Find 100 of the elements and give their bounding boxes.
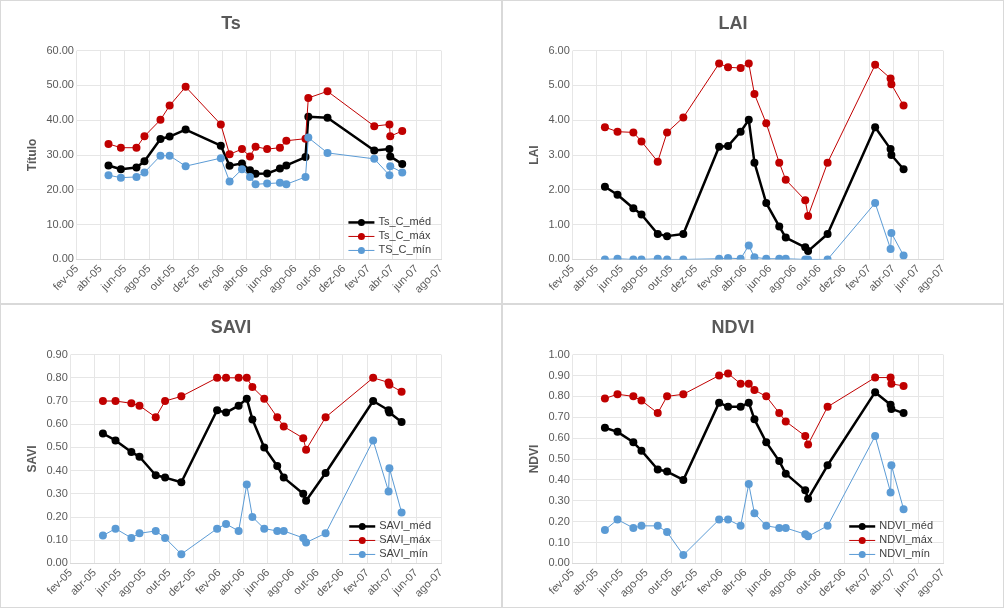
point [213, 373, 222, 382]
point [775, 409, 784, 418]
y-tick-label: 2.00 [548, 182, 570, 195]
legend-label: TS_C_mín [378, 243, 431, 256]
point [140, 168, 149, 177]
point [613, 127, 622, 136]
point [629, 204, 638, 213]
point [151, 413, 160, 422]
point [750, 509, 759, 518]
legend-label: SAVI_mín [379, 547, 428, 560]
point [871, 373, 880, 382]
y-tick-label: 1.00 [548, 217, 570, 230]
point [736, 402, 745, 411]
point [156, 135, 165, 144]
point [251, 169, 260, 178]
point [724, 369, 733, 378]
point [823, 230, 832, 239]
point [637, 396, 646, 405]
point [744, 59, 753, 68]
point [653, 409, 662, 418]
y-tick-label: 0.10 [548, 535, 570, 548]
point [225, 161, 234, 170]
point [369, 373, 378, 382]
point [260, 524, 269, 533]
point [234, 526, 243, 535]
point [282, 136, 291, 145]
point [679, 475, 688, 484]
point [804, 247, 813, 256]
point [398, 168, 407, 177]
point [111, 436, 120, 445]
point [323, 148, 332, 157]
point [397, 417, 406, 426]
y-tick-label: 0.80 [46, 370, 68, 383]
point [98, 397, 107, 406]
legend-label: Ts_C_méd [378, 215, 431, 228]
point [775, 222, 784, 231]
point [275, 178, 284, 187]
point [151, 526, 160, 535]
y-tick-label: 60.00 [46, 43, 74, 56]
point [370, 154, 379, 163]
point [663, 128, 672, 137]
point [135, 401, 144, 410]
point [629, 392, 638, 401]
point [386, 152, 395, 161]
y-tick-label: 0.10 [46, 533, 68, 546]
point [216, 120, 225, 129]
point [98, 531, 107, 540]
point [140, 157, 149, 166]
point [177, 392, 186, 401]
point [637, 446, 646, 455]
point [762, 392, 771, 401]
point [750, 90, 759, 99]
point [724, 402, 733, 411]
point [762, 521, 771, 530]
point [111, 524, 120, 533]
point [629, 523, 638, 532]
point [887, 80, 896, 89]
point [161, 397, 170, 406]
point [116, 173, 125, 182]
y-tick-label: 0.20 [548, 514, 570, 527]
point [899, 381, 908, 390]
point [886, 245, 895, 253]
y-tick-label: 40.00 [46, 113, 74, 126]
point [653, 230, 662, 239]
chart-title: SAVI [210, 316, 252, 337]
point [386, 132, 395, 141]
point [304, 93, 313, 102]
point [887, 228, 896, 237]
y-tick-label: 0.90 [46, 347, 68, 360]
point [715, 142, 724, 151]
point [398, 160, 407, 169]
point [165, 101, 174, 110]
y-tick-label: 5.00 [548, 78, 570, 91]
point [248, 383, 257, 392]
y-tick-label: 0.50 [548, 452, 570, 465]
point [135, 452, 144, 461]
point [899, 505, 908, 514]
y-tick-label: 0.00 [548, 556, 570, 569]
y-axis-title: NDVI [526, 444, 541, 474]
point [151, 471, 160, 480]
point [104, 139, 113, 148]
y-tick-label: 0.80 [548, 389, 570, 402]
point [750, 415, 759, 424]
point [663, 528, 672, 537]
point [663, 232, 672, 241]
point [275, 143, 284, 152]
point [222, 520, 231, 528]
point [724, 63, 733, 72]
point [899, 165, 908, 174]
point [321, 529, 330, 538]
point [781, 523, 790, 532]
y-tick-label: 0.70 [46, 394, 68, 407]
point [804, 440, 813, 449]
point [775, 457, 784, 466]
point [234, 373, 243, 382]
point [165, 151, 174, 160]
y-tick-label: 20.00 [46, 182, 74, 195]
point [301, 172, 310, 181]
point [216, 154, 225, 163]
point [237, 165, 246, 174]
